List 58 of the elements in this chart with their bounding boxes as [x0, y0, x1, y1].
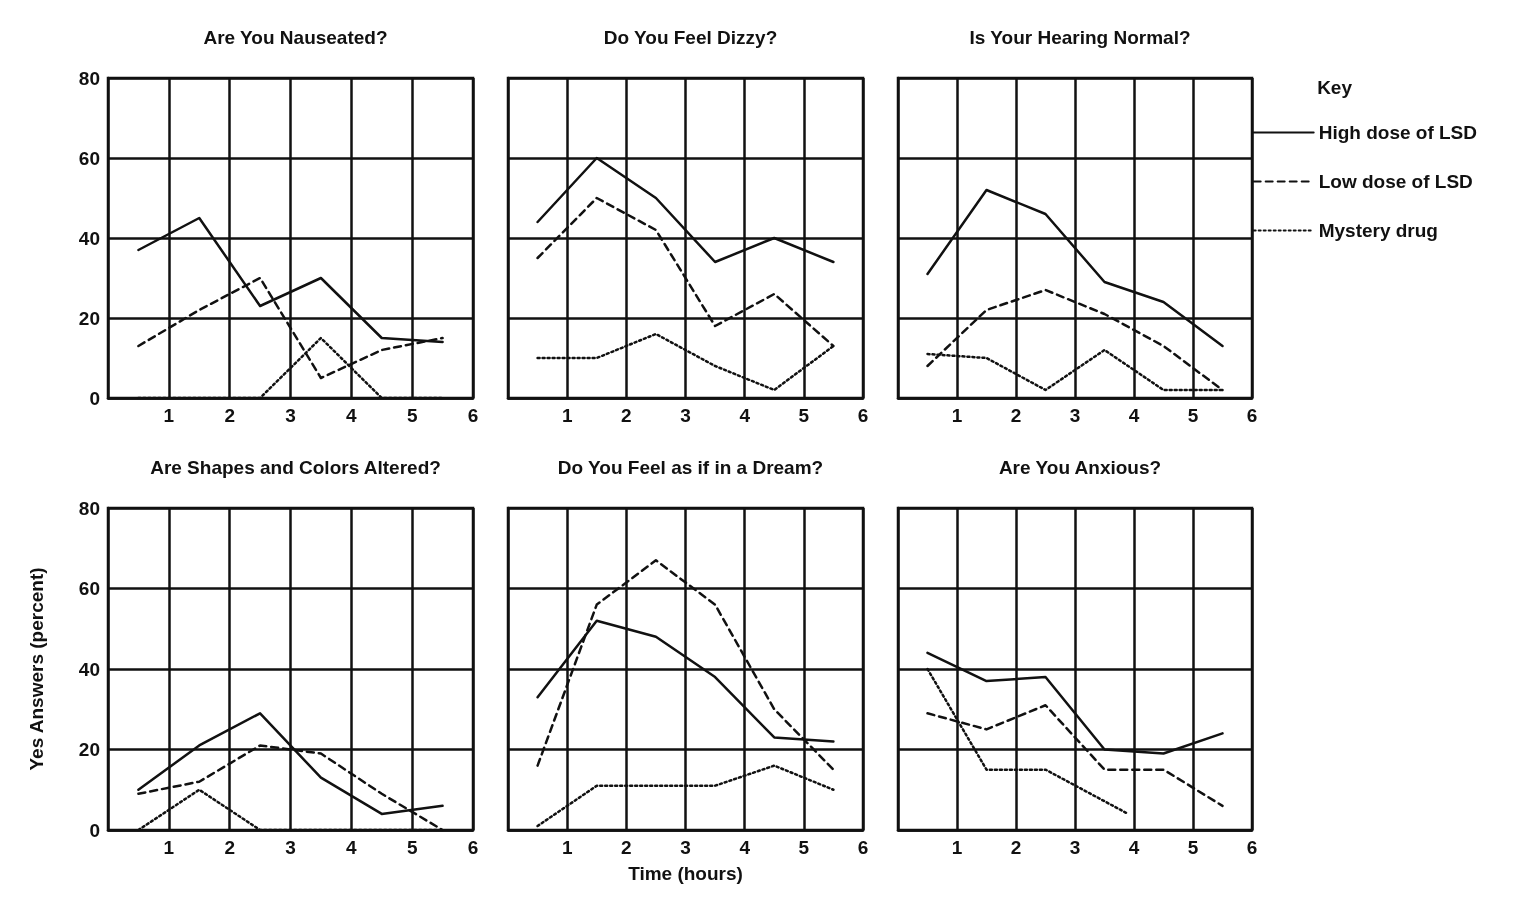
x-tick-label: 5 [406, 837, 418, 858]
chart-title: Do You Feel as if in a Dream? [557, 457, 824, 478]
x-tick-label: 6 [857, 405, 869, 426]
x-tick-label: 5 [406, 405, 418, 426]
chart-title: Are You Anxious? [998, 457, 1162, 478]
y-axis-title: Yes Answers (percent) [26, 567, 47, 771]
x-tick-label: 6 [1246, 405, 1258, 426]
x-tick-label: 3 [680, 837, 691, 858]
x-tick-label: 2 [224, 837, 235, 858]
x-tick-label: 2 [621, 837, 632, 858]
x-tick-label: 6 [467, 837, 479, 858]
chart-title: Do You Feel Dizzy? [603, 27, 778, 48]
x-tick-label: 5 [798, 405, 810, 426]
x-tick-label: 4 [739, 405, 751, 426]
x-tick-label: 1 [163, 405, 175, 426]
y-tick-label: 20 [78, 739, 100, 760]
x-tick-label: 1 [163, 837, 175, 858]
x-tick-label: 1 [951, 837, 963, 858]
x-tick-label: 5 [1187, 405, 1199, 426]
x-tick-label: 5 [798, 837, 810, 858]
x-tick-label: 1 [561, 405, 573, 426]
x-tick-label: 2 [224, 405, 235, 426]
legend-label: High dose of LSD [1318, 122, 1477, 143]
x-tick-label: 5 [1187, 837, 1199, 858]
x-tick-label: 1 [561, 837, 573, 858]
x-tick-label: 4 [346, 405, 358, 426]
y-tick-label: 40 [78, 227, 100, 249]
x-tick-label: 3 [680, 405, 691, 426]
chart-title: Are You Nauseated? [203, 27, 388, 48]
x-tick-label: 6 [857, 837, 869, 858]
x-tick-label: 3 [1069, 405, 1081, 426]
x-axis-title: Time (hours) [628, 863, 743, 884]
x-tick-label: 4 [1128, 405, 1140, 426]
legend-label: Mystery drug [1318, 220, 1438, 241]
y-tick-label: 60 [78, 578, 100, 599]
y-tick-label: 80 [78, 67, 100, 89]
y-tick-label: 80 [78, 497, 100, 519]
x-tick-label: 4 [739, 837, 751, 858]
x-tick-label: 2 [1010, 405, 1022, 426]
y-tick-label: 20 [78, 307, 100, 329]
x-tick-label: 6 [1246, 837, 1258, 858]
legend-label: Low dose of LSD [1318, 171, 1473, 192]
y-tick-label: 60 [78, 147, 100, 169]
chart-title: Are Shapes and Colors Altered? [150, 457, 441, 478]
y-tick-label: 0 [89, 387, 100, 409]
x-tick-label: 3 [285, 837, 296, 858]
x-tick-label: 1 [951, 405, 963, 426]
x-tick-label: 4 [1128, 837, 1140, 858]
y-tick-label: 0 [89, 819, 100, 841]
y-tick-label: 40 [78, 658, 100, 680]
x-tick-label: 2 [1010, 837, 1022, 858]
x-tick-label: 4 [346, 837, 358, 858]
legend-title: Key [1317, 77, 1353, 98]
chart-title: Is Your Hearing Normal? [969, 27, 1191, 48]
x-tick-label: 6 [467, 405, 479, 426]
x-tick-label: 3 [285, 405, 296, 426]
x-tick-label: 3 [1069, 837, 1081, 858]
x-tick-label: 2 [621, 405, 632, 426]
